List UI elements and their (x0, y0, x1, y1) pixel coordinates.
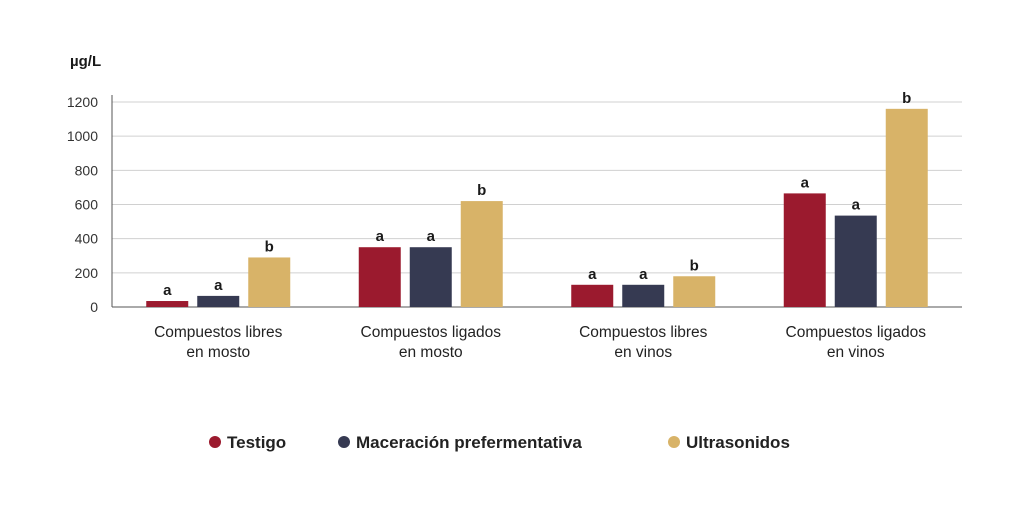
legend-item: Testigo (209, 433, 286, 452)
legend-swatch (209, 436, 221, 448)
legend-swatch (668, 436, 680, 448)
category-label: Compuestos ligados en vinos (786, 324, 927, 361)
bar-testigo-4 (783, 193, 826, 307)
legend-label: Maceración prefermentativa (356, 433, 582, 452)
legend-item: Ultrasonidos (668, 433, 790, 452)
x-axis-categories: Compuestos libres en mosto Compuestos liga… (154, 324, 926, 361)
bar-maceracion-prefermentativa-1 (197, 295, 240, 307)
bar-label: b (477, 182, 486, 199)
bar-label: a (427, 228, 436, 245)
bar-label: b (265, 238, 274, 255)
bar-testigo-3 (571, 284, 614, 307)
legend-label: Testigo (227, 433, 286, 452)
bar-label: b (690, 257, 699, 274)
bar-label: b (902, 90, 911, 107)
y-axis-unit-label: µg/L (70, 53, 101, 70)
bar-ultrasonidos-2 (460, 201, 503, 307)
y-axis-ticks: 0 200 400 600 800 1000 1200 (67, 94, 98, 315)
y-tick-label: 0 (90, 299, 98, 315)
bar-testigo-1 (146, 301, 189, 307)
bar-label: a (376, 228, 385, 245)
y-tick-label: 1000 (67, 128, 98, 144)
y-tick-label: 600 (75, 197, 99, 213)
y-tick-label: 800 (75, 162, 99, 178)
bar-label: a (639, 266, 648, 283)
y-tick-label: 1200 (67, 94, 98, 110)
bar-testigo-2 (358, 247, 401, 307)
category-label: Compuestos libres en vinos (579, 324, 708, 361)
y-tick-label: 400 (75, 231, 99, 247)
category-label: Compuestos libres en mosto (154, 324, 283, 361)
bar-ultrasonidos-4 (885, 108, 928, 307)
bar-maceracion-prefermentativa-4 (834, 215, 877, 307)
bar-label: a (852, 197, 861, 214)
bar-ultrasonidos-3 (673, 276, 716, 307)
bar-label: a (163, 282, 172, 299)
bars (146, 108, 928, 307)
category-label: Compuestos ligados en mosto (361, 324, 502, 361)
bar-maceracion-prefermentativa-3 (622, 284, 665, 307)
bar-label: a (801, 174, 810, 191)
bar-label: a (588, 266, 597, 283)
bar-label: a (214, 277, 223, 294)
gridlines (112, 101, 962, 274)
legend-swatch (338, 436, 350, 448)
bar-maceracion-prefermentativa-2 (409, 247, 452, 307)
y-tick-label: 200 (75, 265, 99, 281)
bar-significance-labels: a a b a a b a a b a a b (163, 90, 911, 299)
legend: Testigo Maceración prefermentativa Ultraso… (209, 433, 790, 452)
legend-item: Maceración prefermentativa (338, 433, 582, 452)
bar-ultrasonidos-1 (248, 257, 291, 307)
legend-label: Ultrasonidos (686, 433, 790, 452)
